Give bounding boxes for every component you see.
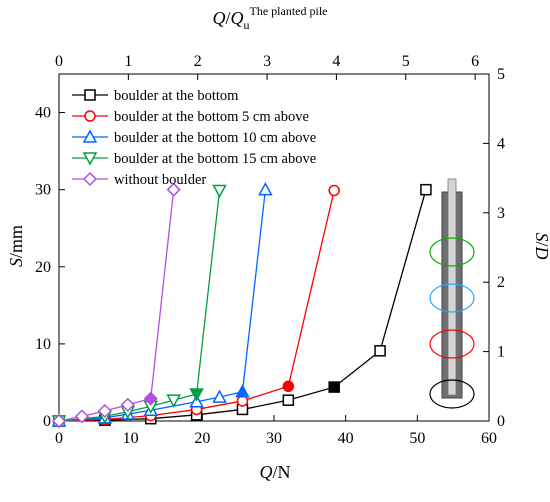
legend-label: boulder at the bottom 10 cm above (114, 130, 316, 146)
x-axis-label: Q/N (260, 462, 291, 482)
data-point (328, 184, 340, 197)
x2-tick-label: 3 (263, 53, 271, 70)
series-3 (51, 182, 273, 427)
x2-tick-label: 2 (194, 53, 202, 70)
legend: boulder at the bottom boulder at the bott… (72, 88, 316, 188)
data-point (258, 182, 273, 196)
data-point (97, 403, 112, 419)
data-point (120, 397, 135, 412)
legend-marker (82, 152, 98, 166)
series-layer (51, 182, 432, 429)
y-tick-label: 20 (35, 259, 51, 276)
y2-tick-label: 2 (497, 274, 505, 291)
data-point (374, 345, 386, 357)
data-point (282, 380, 295, 393)
y-axis-label: S/mm (6, 225, 26, 267)
boulder-ring (429, 379, 475, 409)
y2-axis-label: S/D (532, 232, 550, 259)
legend-label: without boulder (114, 172, 206, 188)
plot-border (58, 73, 490, 422)
legend-entry: boulder at the bottom 5 cm above (72, 109, 309, 125)
legend-marker (84, 89, 96, 101)
data-point (235, 384, 250, 398)
series-line (58, 189, 267, 422)
data-point (212, 389, 227, 403)
series-5 (51, 182, 181, 429)
y-tick-label: 0 (43, 413, 51, 430)
legend-entry: boulder at the bottom (72, 88, 239, 104)
y2-tick-label: 3 (497, 205, 505, 222)
x-tick-label: 30 (266, 430, 282, 447)
x-tick-label: 40 (338, 430, 354, 447)
data-point (212, 184, 227, 199)
legend-entry: without boulder (72, 171, 206, 188)
y2-tick-label: 5 (497, 66, 505, 83)
x2-tick-label: 4 (332, 53, 340, 70)
x-tick-label: 0 (55, 430, 63, 447)
x2-axis-label: Q/QuThe planted pile (213, 4, 328, 32)
x-axis-bottom: 0 10 20 30 40 50 60 (55, 415, 497, 447)
data-point (189, 388, 204, 402)
series-4 (51, 184, 227, 429)
y2-tick-label: 4 (497, 135, 505, 152)
data-point (282, 394, 295, 406)
series-line (58, 190, 221, 422)
pile-inset (429, 178, 475, 409)
pile-core (447, 178, 457, 396)
x2-tick-label: 0 (55, 53, 63, 70)
legend-entry: boulder at the bottom 15 cm above (72, 151, 316, 167)
legend-label: boulder at the bottom 5 cm above (114, 109, 309, 125)
y2-tick-label: 1 (497, 344, 505, 361)
y-tick-label: 30 (35, 182, 51, 199)
legend-label: boulder at the bottom 15 cm above (114, 151, 316, 167)
x-tick-label: 60 (481, 430, 497, 447)
series-line (58, 189, 175, 422)
x2-tick-label: 6 (471, 53, 479, 70)
legend-entry: boulder at the bottom 10 cm above (72, 129, 316, 146)
legend-label: boulder at the bottom (114, 88, 239, 104)
data-point (51, 413, 67, 429)
x2-tick-label: 5 (402, 53, 410, 70)
x-tick-label: 50 (409, 430, 425, 447)
data-point (166, 182, 181, 197)
y-axis-right: 0 1 2 3 4 5 (483, 66, 505, 430)
data-point (143, 391, 158, 406)
y2-tick-label: 0 (497, 413, 505, 430)
x-tick-label: 10 (123, 430, 139, 447)
boulder-ring (429, 283, 475, 313)
plot-frame (58, 73, 490, 422)
data-point (74, 409, 89, 424)
data-point (166, 394, 181, 408)
legend-marker (82, 129, 98, 143)
legend-marker (82, 171, 98, 187)
boulder-ring (429, 329, 475, 359)
x-tick-label: 20 (194, 430, 210, 447)
y-axis-left: 0 10 20 30 40 (35, 105, 65, 430)
legend-marker (84, 110, 96, 122)
x-axis-top: 0 1 2 3 4 5 6 (55, 53, 479, 80)
data-point (420, 183, 432, 196)
data-point (328, 381, 340, 393)
y-tick-label: 40 (35, 105, 51, 122)
x2-tick-label: 1 (124, 53, 132, 70)
boulder-ring (429, 237, 475, 267)
y-tick-label: 10 (35, 336, 51, 353)
data-point (236, 395, 249, 407)
